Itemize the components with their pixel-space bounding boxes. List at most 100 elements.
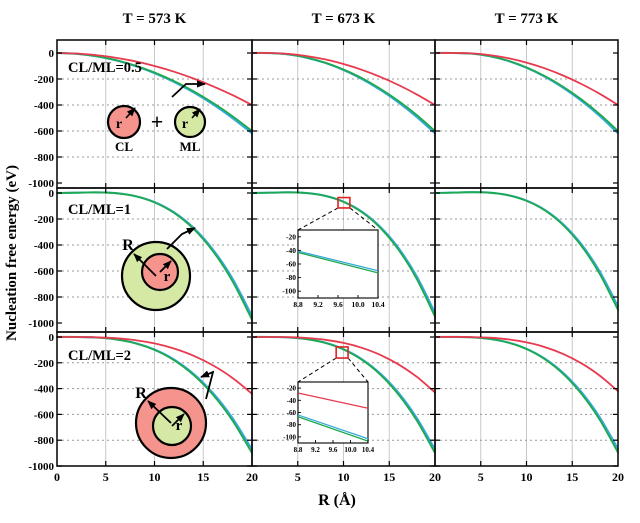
curve-green <box>434 191 619 311</box>
outer-radius-arrow-icon <box>133 253 157 277</box>
zoom-connector-line <box>297 207 339 231</box>
inset-y-tick-label: -40 <box>287 397 297 405</box>
y-tick-label: -600 <box>34 266 55 278</box>
inset-y-tick-label: -20 <box>286 232 296 241</box>
curve-pointer-arrow-icon <box>171 80 206 98</box>
y-axis-title: Nucleation free energy (eV) <box>4 165 20 341</box>
diagram-two-particles: r r + CL ML <box>106 80 207 154</box>
inner-radius-label: r <box>176 418 183 434</box>
ratio-label: CL/ML=2 <box>68 348 131 364</box>
ml-caption: ML <box>180 139 201 154</box>
outer-radius-arrow-icon <box>147 400 172 424</box>
zoom-region-box <box>335 346 349 359</box>
zoom-connector-line <box>347 357 369 383</box>
y-tick-label: -800 <box>34 435 55 447</box>
inset-x-tick-label: 8.8 <box>294 446 303 454</box>
ratio-label: CL/ML=1 <box>68 202 131 218</box>
inset-x-tick-label: 9.2 <box>311 446 320 454</box>
y-tick-label: 0 <box>49 332 55 344</box>
inset-frame <box>297 381 369 444</box>
column-title: T = 773 K <box>495 11 559 27</box>
tick-marks <box>252 40 435 188</box>
x-tick-label: 5 <box>103 470 109 484</box>
diagram-core-shell-ml: Rr <box>120 227 196 312</box>
y-tick-label: -400 <box>34 384 55 396</box>
zoom-connector-line <box>297 357 337 383</box>
inset-y-tick-label: -100 <box>283 433 296 441</box>
inset-x-tick-label: 9.6 <box>333 300 343 309</box>
y-tick-label: -1000 <box>28 178 54 190</box>
curve-red <box>251 336 436 394</box>
y-tick-label: -800 <box>34 292 55 304</box>
curve-red <box>251 52 436 106</box>
curve-red <box>434 335 619 393</box>
inset-y-tick-label: -20 <box>287 385 297 393</box>
inset-curve-green <box>297 251 379 274</box>
panel-r1-c1 <box>250 187 437 333</box>
x-tick-label: 10 <box>521 470 533 484</box>
cl-radius-arrow-icon <box>125 107 136 119</box>
y-tick-label: -200 <box>34 358 55 370</box>
outer-radius-label: R <box>135 385 147 402</box>
y-tick-label: -200 <box>34 214 55 226</box>
inset-x-tick-label: 8.8 <box>293 300 303 309</box>
inset-x-tick-label: 10.0 <box>351 300 364 309</box>
tick-marks <box>252 332 435 467</box>
curve-red <box>56 52 253 106</box>
panel-r0-c1 <box>250 39 437 189</box>
zoom-region-box <box>337 196 351 209</box>
inset-curve-blue <box>297 414 369 440</box>
y-tick-label: -600 <box>34 409 55 421</box>
inset-x-tick-label: 10.0 <box>344 446 357 454</box>
x-tick-label: 20 <box>246 470 258 484</box>
inset-x-tick-label: 9.6 <box>329 446 338 454</box>
inset-curve-blue <box>297 250 379 272</box>
x-tick-label: 5 <box>295 470 301 484</box>
y-tick-label: -400 <box>34 100 55 112</box>
panels-group <box>55 39 620 467</box>
y-tick-label: -600 <box>34 126 55 138</box>
panel-r2-c2 <box>433 331 620 467</box>
inset-x-tick-label: 9.2 <box>313 300 323 309</box>
inset-y-tick-label: -80 <box>287 421 297 429</box>
panel-r0-c2 <box>433 39 620 189</box>
y-tick-label: 0 <box>49 48 55 60</box>
inset-tick-marks <box>297 236 379 298</box>
tick-marks <box>57 40 252 188</box>
x-tick-label: 10 <box>149 470 161 484</box>
zoom-connector-line <box>349 207 379 231</box>
curve-red <box>56 336 253 395</box>
inset-y-tick-label: -60 <box>287 409 297 417</box>
x-tick-label: 5 <box>478 470 484 484</box>
column-title: T = 573 K <box>123 11 187 27</box>
x-tick-label: 15 <box>197 470 209 484</box>
cl-particle-circle <box>106 104 142 140</box>
x-tick-label: 20 <box>612 470 624 484</box>
y-tick-label: -800 <box>34 152 55 164</box>
inner-radius-arrow-icon <box>159 260 172 273</box>
tick-marks <box>435 188 618 332</box>
inset-frame <box>297 229 379 299</box>
x-axis-title: R (Å) <box>318 491 356 509</box>
tick-marks <box>435 40 618 188</box>
tick-marks <box>57 188 252 332</box>
panel-r1-c2 <box>433 187 620 333</box>
x-tick-label: 10 <box>338 470 350 484</box>
curve-pointer-arrow-icon <box>166 227 196 250</box>
inset-x-tick-label: 10.4 <box>371 300 384 309</box>
diagram-core-shell-cl: Rr <box>134 370 215 460</box>
tick-marks <box>252 188 435 332</box>
cl-caption: CL <box>115 139 133 154</box>
ml-radius-arrow-icon <box>191 108 201 119</box>
curve-pointer-arrow-icon <box>200 370 215 400</box>
inner-radius-arrow-icon <box>171 413 185 427</box>
y-tick-label: -200 <box>34 74 55 86</box>
x-tick-label: 15 <box>566 470 578 484</box>
tick-marks <box>435 332 618 467</box>
inset-tick-marks <box>297 387 369 443</box>
ml-particle-circle <box>173 105 207 139</box>
ml-radius-label: r <box>182 117 188 132</box>
inner-radius-label: r <box>164 269 171 285</box>
